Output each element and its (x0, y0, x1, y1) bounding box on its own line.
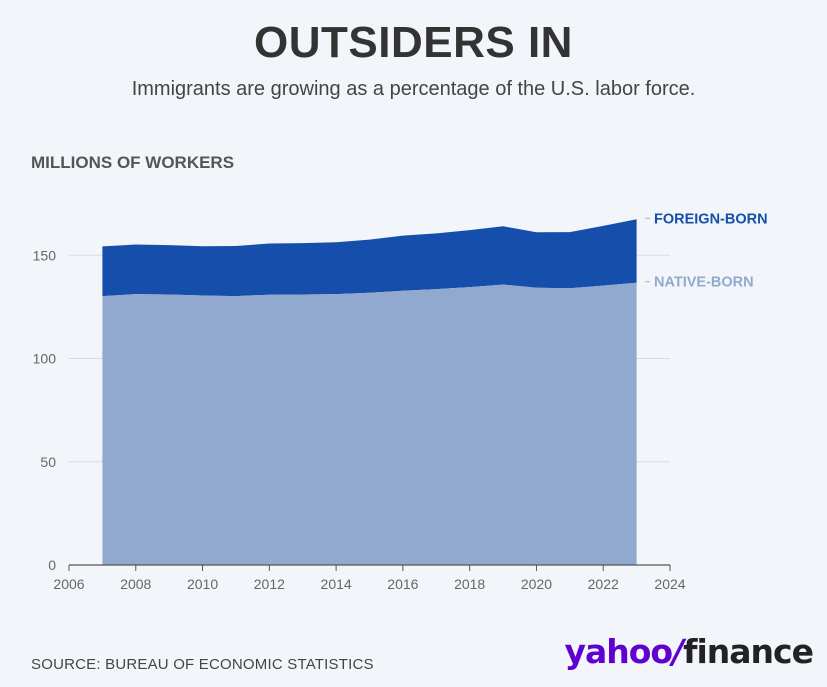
y-tick-label: 150 (33, 247, 57, 263)
x-tick-label: 2016 (387, 576, 418, 592)
yahoo-finance-logo[interactable]: yahoo/finance (564, 632, 814, 672)
series-labels: FOREIGN-BORN NATIVE-BORN (645, 211, 768, 291)
x-tick-label: 2020 (521, 576, 552, 592)
x-tick-label: 2012 (254, 576, 285, 592)
y-tick-label: 100 (33, 351, 57, 367)
area-foreign-born (102, 219, 637, 297)
x-tick-label: 2008 (120, 576, 151, 592)
x-tick-label: 2018 (454, 576, 485, 592)
axes: 0 50 100 150 2006 2008 2010 2012 2014 2016 2018 202… (33, 247, 686, 592)
series-label-native-born: NATIVE-BORN (654, 275, 754, 291)
x-tick-label: 2022 (588, 576, 619, 592)
y-tick-label: 50 (40, 454, 56, 470)
chart-title: OUTSIDERS IN (254, 18, 573, 67)
x-tick-label: 2006 (53, 576, 84, 592)
series-label-foreign-born: FOREIGN-BORN (654, 211, 768, 227)
y-tick-label: 0 (48, 557, 56, 573)
x-tick-label: 2024 (654, 576, 685, 592)
source-note: SOURCE: BUREAU OF ECONOMIC STATISTICS (31, 656, 374, 673)
chart-subtitle: Immigrants are growing as a percentage o… (131, 78, 696, 100)
area-series (102, 219, 637, 565)
y-axis-label: MILLIONS OF WORKERS (31, 153, 235, 172)
logo-yahoo: yahoo (564, 632, 673, 671)
x-tick-label: 2010 (187, 576, 218, 592)
logo-slash: / (672, 632, 684, 671)
logo-finance: finance (683, 632, 814, 671)
area-native-born (102, 282, 637, 565)
x-tick-label: 2014 (321, 576, 352, 592)
area-chart: 0 50 100 150 2006 2008 2010 2012 2014 2016 2018 202… (33, 211, 768, 592)
